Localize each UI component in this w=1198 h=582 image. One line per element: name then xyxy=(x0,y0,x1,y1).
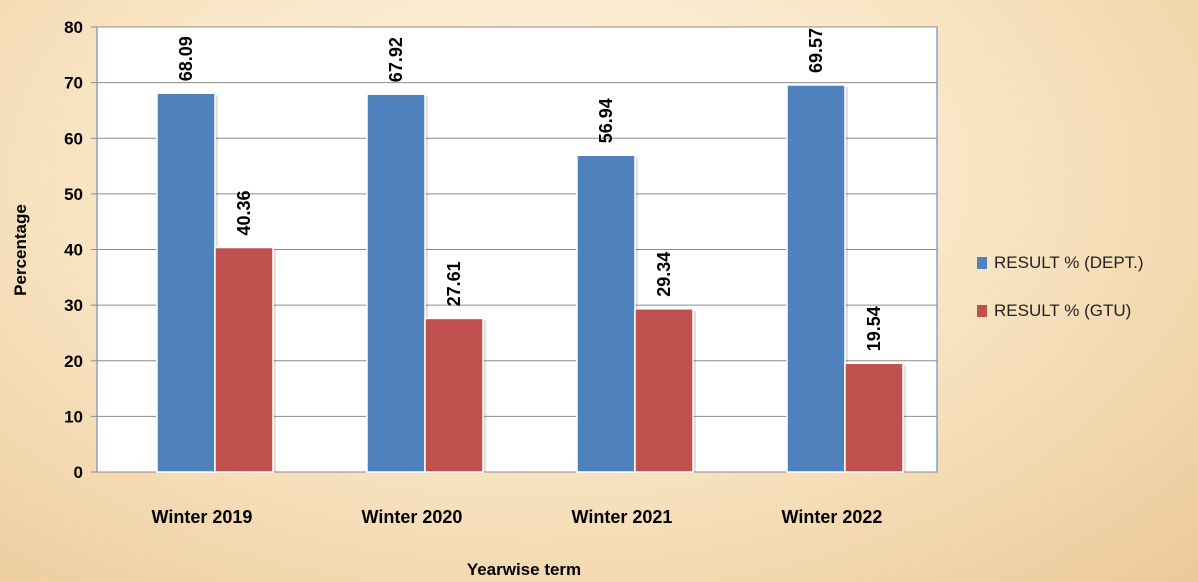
data-label: 29.34 xyxy=(654,252,674,297)
data-label: 56.94 xyxy=(596,98,616,143)
bar xyxy=(786,84,846,473)
x-category-label: Winter 2021 xyxy=(572,507,673,527)
x-category-label: Winter 2020 xyxy=(362,507,463,527)
legend-swatch xyxy=(977,305,987,317)
x-category-label: Winter 2022 xyxy=(782,507,883,527)
bar xyxy=(214,246,274,473)
y-tick-label: 30 xyxy=(64,296,83,315)
bar xyxy=(424,317,484,473)
legend: RESULT % (DEPT.) RESULT % (GTU) xyxy=(977,253,1144,320)
y-tick-label: 40 xyxy=(64,241,83,260)
bar xyxy=(634,308,694,473)
y-tick-label: 10 xyxy=(64,407,83,426)
data-label: 40.36 xyxy=(234,190,254,235)
x-category-labels: Winter 2019 Winter 2020 Winter 2021 Winter … xyxy=(152,507,883,527)
y-tick-label: 80 xyxy=(64,18,83,37)
bar xyxy=(844,362,904,473)
legend-swatch xyxy=(977,257,987,269)
x-axis-title: Yearwise term xyxy=(467,560,581,579)
data-label: 67.92 xyxy=(386,37,406,82)
data-label: 68.09 xyxy=(176,36,196,81)
bar xyxy=(366,93,426,473)
bar xyxy=(576,154,636,473)
legend-label: RESULT % (GTU) xyxy=(994,301,1131,320)
legend-label: RESULT % (DEPT.) xyxy=(994,253,1144,272)
y-axis-title: Percentage xyxy=(11,204,30,296)
y-tick-label: 20 xyxy=(64,352,83,371)
y-tick-label: 50 xyxy=(64,185,83,204)
data-label: 19.54 xyxy=(864,306,884,351)
data-label: 69.57 xyxy=(806,28,826,73)
bar xyxy=(156,92,216,473)
y-tick-labels: 0 10 20 30 40 50 60 70 80 xyxy=(64,18,83,482)
y-tick-label: 70 xyxy=(64,74,83,93)
data-labels: 68.09 40.36 67.92 27.61 56.94 29.34 69.57 19.54 xyxy=(176,28,884,351)
x-category-label: Winter 2019 xyxy=(152,507,253,527)
bars-group xyxy=(156,84,906,473)
data-label: 27.61 xyxy=(444,261,464,306)
y-tick-label: 60 xyxy=(64,129,83,148)
y-tick-label: 0 xyxy=(74,463,83,482)
